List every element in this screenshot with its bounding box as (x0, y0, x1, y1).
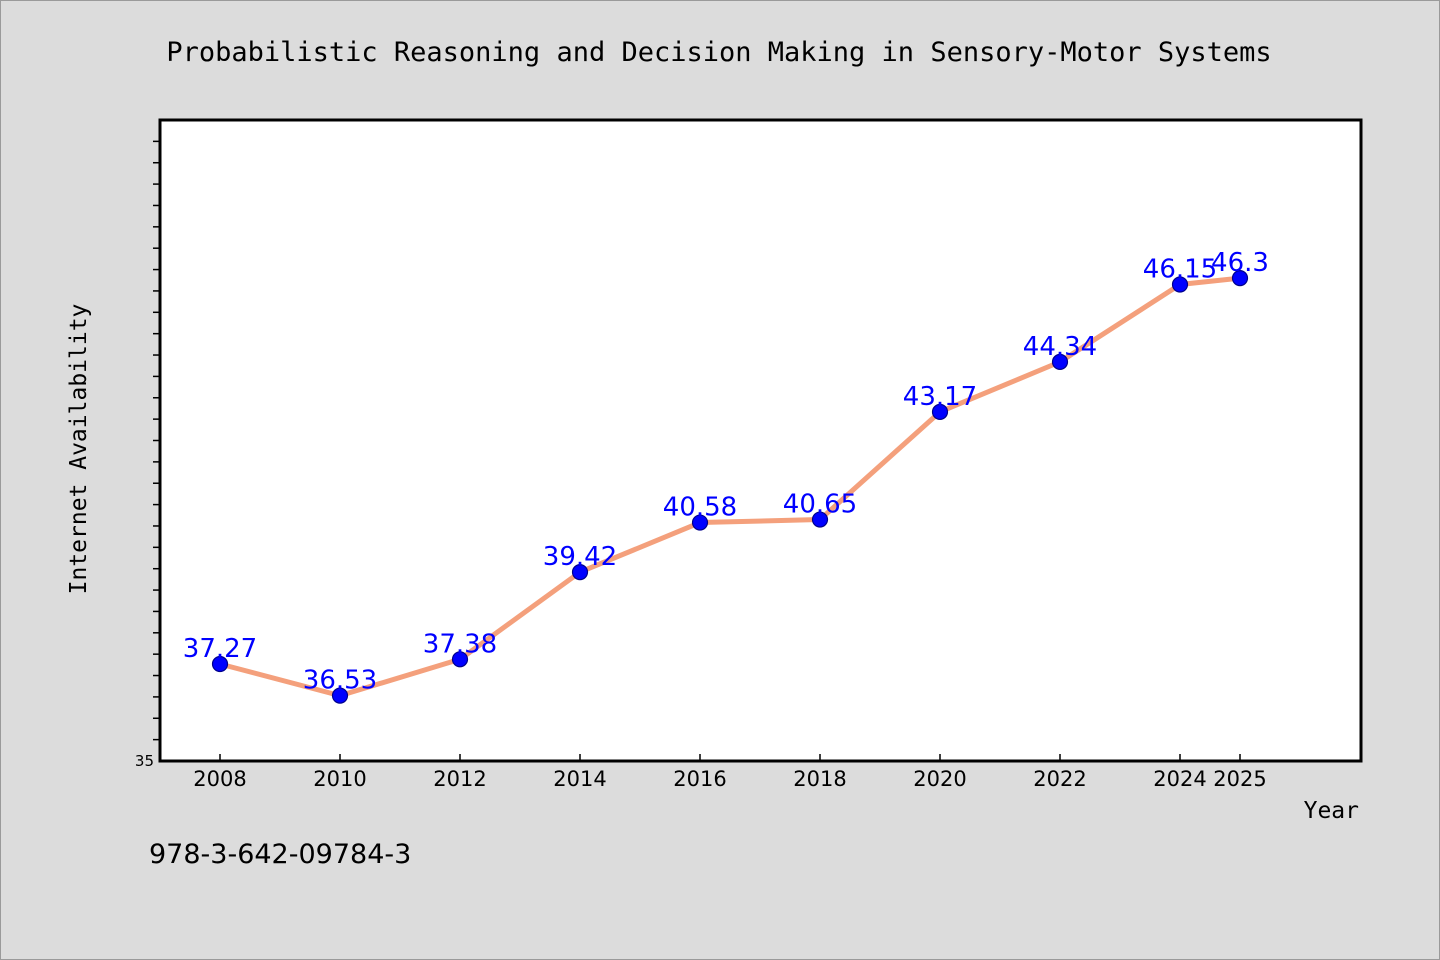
chart-title: Probabilistic Reasoning and Decision Mak… (166, 37, 1271, 68)
data-labels: 37.27 36.53 37.38 39.42 40.58 40.65 43.17 44.34… (183, 248, 1269, 696)
x-axis-tick-labels: 2008 2010 2012 2014 2016 2018 2020 2022 2024 2025 (193, 767, 1266, 791)
data-label: 46.15 (1143, 255, 1217, 285)
x-tick-label: 2012 (433, 767, 486, 791)
x-tick-label: 2025 (1213, 767, 1266, 791)
x-tick-label: 2008 (193, 767, 246, 791)
data-point-marker (211, 655, 229, 673)
y-tick-label: 35 (135, 752, 154, 770)
series-markers (211, 270, 1249, 704)
data-point-marker (451, 651, 469, 668)
x-tick-label: 2024 (1153, 767, 1206, 791)
x-axis-label: Year (1304, 798, 1359, 824)
y-axis-tick-labels: 35 (135, 752, 154, 770)
data-label: 36.53 (303, 666, 377, 696)
data-label: 46.3 (1211, 248, 1269, 278)
x-tick-label: 2020 (913, 767, 966, 791)
data-label: 43.17 (903, 382, 977, 412)
data-point-marker (811, 511, 829, 528)
data-label: 37.27 (183, 634, 257, 664)
plot-area (158, 118, 1363, 763)
x-tick-label: 2022 (1033, 767, 1086, 791)
data-point-marker (1051, 353, 1069, 370)
data-point-marker (931, 403, 949, 420)
data-point-marker (1171, 276, 1189, 293)
data-label: 40.58 (663, 493, 737, 523)
x-axis-ticks (219, 754, 1241, 761)
data-point-marker (571, 564, 589, 581)
data-label: 37.38 (423, 629, 497, 659)
x-tick-label: 2016 (673, 767, 726, 791)
y-axis-label: Internet Availability (66, 304, 92, 595)
series-line (217, 275, 1243, 699)
data-point-marker (331, 687, 349, 704)
x-tick-label: 2018 (793, 767, 846, 791)
x-tick-label: 2014 (553, 767, 606, 791)
data-label: 39.42 (543, 542, 617, 572)
y-axis-ticks (153, 140, 160, 741)
footer-isbn-text: 978-3-642-09784-3 (149, 839, 411, 870)
x-tick-label: 2010 (313, 767, 366, 791)
data-label: 44.34 (1023, 332, 1097, 362)
data-point-marker (691, 514, 709, 531)
data-point-marker (1231, 270, 1249, 287)
data-label: 40.65 (783, 490, 857, 520)
